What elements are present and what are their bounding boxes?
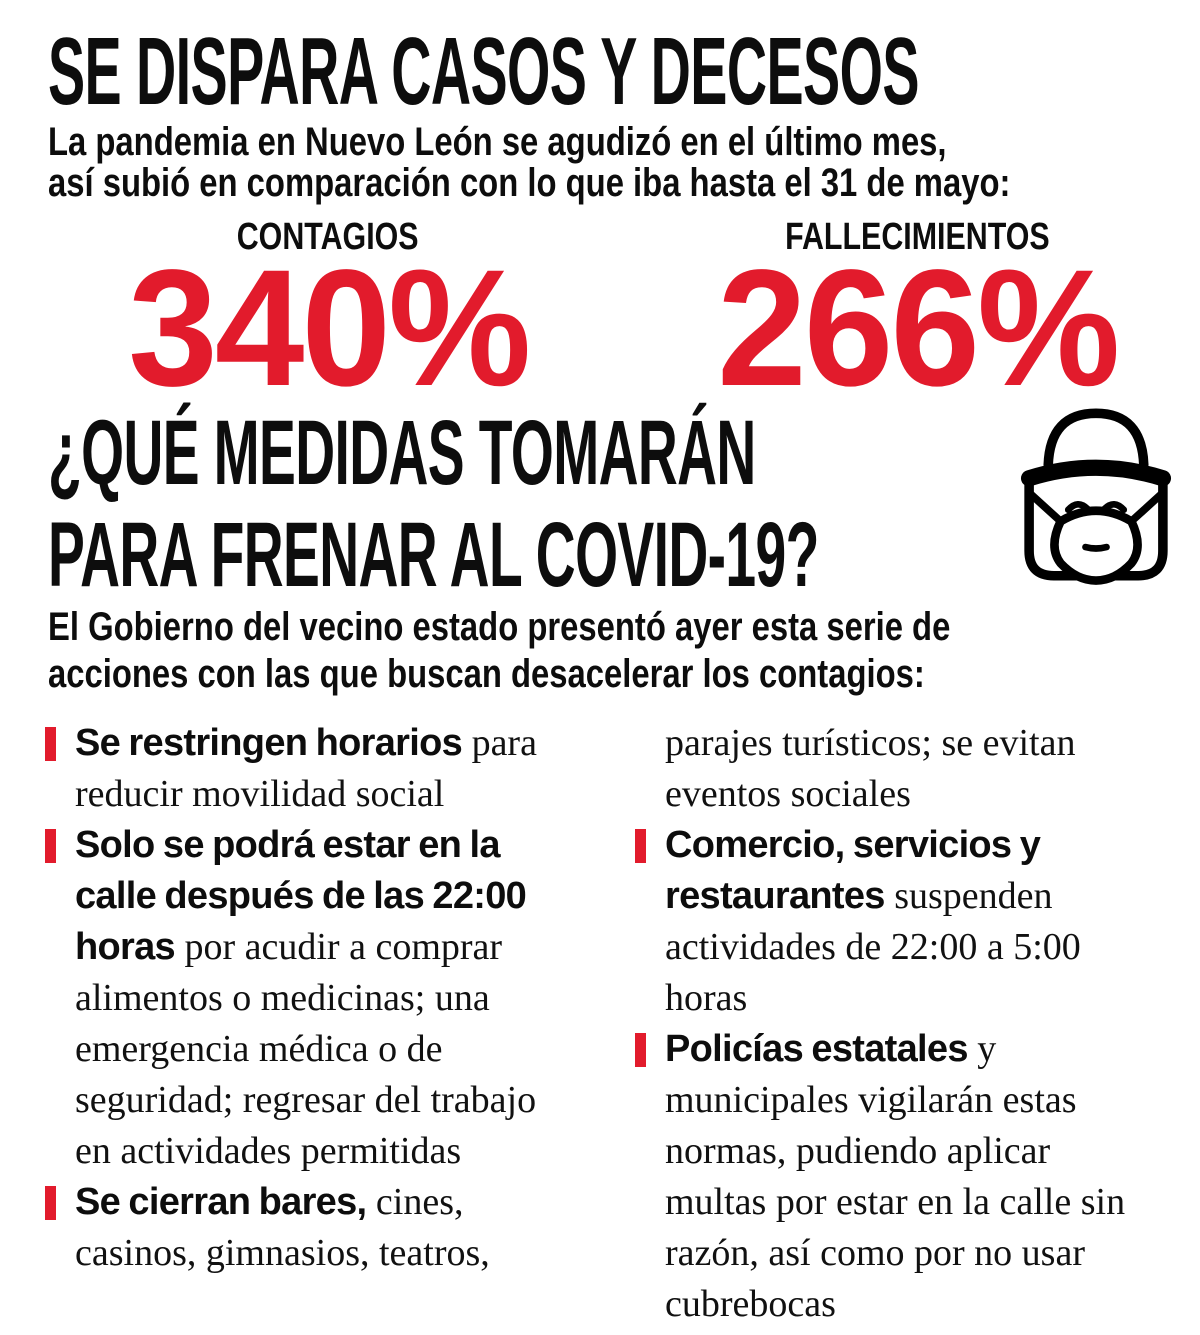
headline-line: ¿QUÉ MEDIDAS TOMARÁN (48, 402, 756, 504)
measure-rest-text: cines, casinos, gimnasios, teatros, (75, 1181, 490, 1274)
measure-bold-text: Policías estatales (665, 1028, 968, 1070)
bullet-tick-icon (45, 727, 56, 761)
measure-rest-text: por acudir a comprar alimentos o medicin… (75, 926, 537, 1172)
measure-item: Policías estatales y municipales vigilar… (635, 1024, 1160, 1330)
measure-item: Se restringen horarios para reducir movi… (45, 718, 550, 820)
measures-right-column: parajes turísticos; se evitan eventos so… (635, 718, 1160, 1330)
measure-item: Comercio, servicios y restaurantes suspe… (635, 820, 1160, 1024)
intro-line: El Gobierno del vecino estado presentó a… (48, 605, 951, 649)
measures-left-column: Se restringen horarios para reducir movi… (45, 718, 550, 1330)
measure-rest-text: para reducir movilidad social (75, 722, 537, 815)
stat-block-fallecimientos: FALLECIMIENTOS 266% (687, 215, 1147, 412)
measure-bold-text: Comercio, servicios y restaurantes (665, 824, 1041, 917)
headline-line: PARA FRENAR AL COVID-19? (48, 504, 819, 606)
page-title: SE DISPARA CASOS Y DECESOS (48, 18, 919, 125)
stat-block-contagios: CONTAGIOS 340% (98, 215, 558, 412)
bullet-tick-icon (635, 1033, 646, 1067)
section-headline: ¿QUÉ MEDIDAS TOMARÁN PARA FRENAR AL COVI… (48, 402, 1200, 606)
measure-bold-text: Se restringen horarios (75, 722, 463, 764)
subtitle-line: así subió en comparación con lo que iba … (48, 161, 1011, 205)
section-intro: El Gobierno del vecino estado presentó a… (48, 604, 1148, 698)
measure-item: Se cierran bares, cines, casinos, gimnas… (45, 1177, 550, 1279)
measures-list: Se restringen horarios para reducir movi… (45, 718, 1160, 1330)
measure-rest-text: parajes turísticos; se evitan eventos so… (665, 722, 1076, 815)
face-shield-mask-icon (1010, 400, 1182, 590)
stat-value: 266% (716, 236, 1120, 421)
bullet-tick-icon (45, 1186, 56, 1220)
measure-rest-text: y municipales vigilarán estas normas, pu… (665, 1028, 1126, 1325)
measure-bold-text: Se cierran bares, (75, 1181, 367, 1223)
measure-item-continuation: parajes turísticos; se evitan eventos so… (635, 718, 1160, 820)
stat-label: CONTAGIOS (237, 216, 419, 258)
measure-bold-text: Solo se podrá estar en la calle después … (75, 824, 527, 968)
measure-item: Solo se podrá estar en la calle después … (45, 820, 550, 1177)
intro-line: acciones con las que buscan desacelerar … (48, 652, 925, 696)
page-subtitle: La pandemia en Nuevo León se agudizó en … (48, 122, 1200, 204)
stat-value: 340% (127, 236, 531, 421)
measure-rest-text: suspenden actividades de 22:00 a 5:00 ho… (665, 875, 1081, 1019)
subtitle-line: La pandemia en Nuevo León se agudizó en … (48, 120, 947, 164)
stat-label: FALLECIMIENTOS (784, 216, 1050, 258)
bullet-tick-icon (635, 829, 646, 863)
bullet-tick-icon (45, 829, 56, 863)
